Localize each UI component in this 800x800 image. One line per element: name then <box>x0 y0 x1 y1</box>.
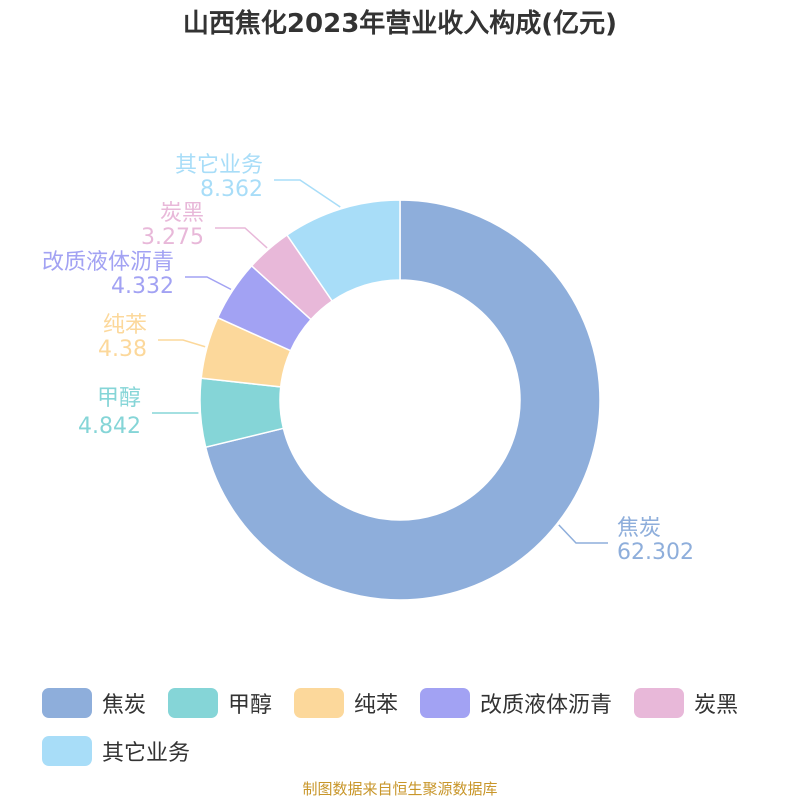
legend-label-4: 炭黑 <box>694 693 739 718</box>
legend-item-0[interactable]: 焦炭 <box>42 686 146 720</box>
slice-3-value-label: 4.332 <box>111 274 174 299</box>
slice-3-name-label: 改质液体沥青 <box>42 250 174 275</box>
slice-0-name-label: 焦炭 <box>617 516 661 541</box>
slice-5 <box>285 199 401 303</box>
legend-swatch-5 <box>42 736 92 766</box>
slice-4-leader-line <box>215 227 268 249</box>
slice-2-name-label: 纯苯 <box>103 313 147 338</box>
legend-swatch-3 <box>420 688 471 718</box>
slice-1-value-label: 4.842 <box>78 414 141 439</box>
legend-item-4[interactable]: 炭黑 <box>634 686 738 720</box>
source-note: 制图数据来自恒生聚源数据库 <box>302 780 498 798</box>
legend-item-3[interactable]: 改质液体沥青 <box>420 686 612 720</box>
legend-swatch-0 <box>42 688 92 718</box>
slice-4-value-label: 3.275 <box>141 225 204 250</box>
legend-label-1: 甲醇 <box>228 693 273 718</box>
slice-2-leader-line <box>158 339 206 348</box>
legend-label-0: 焦炭 <box>102 693 147 718</box>
slice-0 <box>204 199 601 601</box>
legend-swatch-4 <box>634 688 685 718</box>
slices-layer <box>199 199 601 601</box>
slice-5-leader-line <box>274 179 341 208</box>
slice-4-name-label: 炭黑 <box>160 201 204 226</box>
slice-5-value-label: 8.362 <box>200 177 263 202</box>
legend-label-2: 纯苯 <box>354 693 399 718</box>
slice-3-leader-line <box>185 276 232 291</box>
slice-5-name-label: 其它业务 <box>175 153 263 178</box>
legend-label-3: 改质液体沥青 <box>480 693 613 718</box>
legend: 焦炭 甲醇 纯苯 改质液体沥青 炭黑其它业务 <box>42 686 782 768</box>
legend-swatch-1 <box>168 688 219 718</box>
slice-0-leader-line <box>558 524 608 544</box>
slice-2-value-label: 4.38 <box>98 337 147 362</box>
legend-item-2[interactable]: 纯苯 <box>294 686 398 720</box>
chart-title: 山西焦化2023年营业收入构成(亿元) <box>182 9 618 39</box>
slice-1-name-label: 甲醇 <box>97 386 141 411</box>
legend-swatch-2 <box>294 688 345 718</box>
legend-item-5[interactable]: 其它业务 <box>42 734 190 768</box>
legend-item-1[interactable]: 甲醇 <box>168 686 272 720</box>
legend-label-5: 其它业务 <box>102 741 191 766</box>
slice-0-value-label: 62.302 <box>617 540 694 565</box>
